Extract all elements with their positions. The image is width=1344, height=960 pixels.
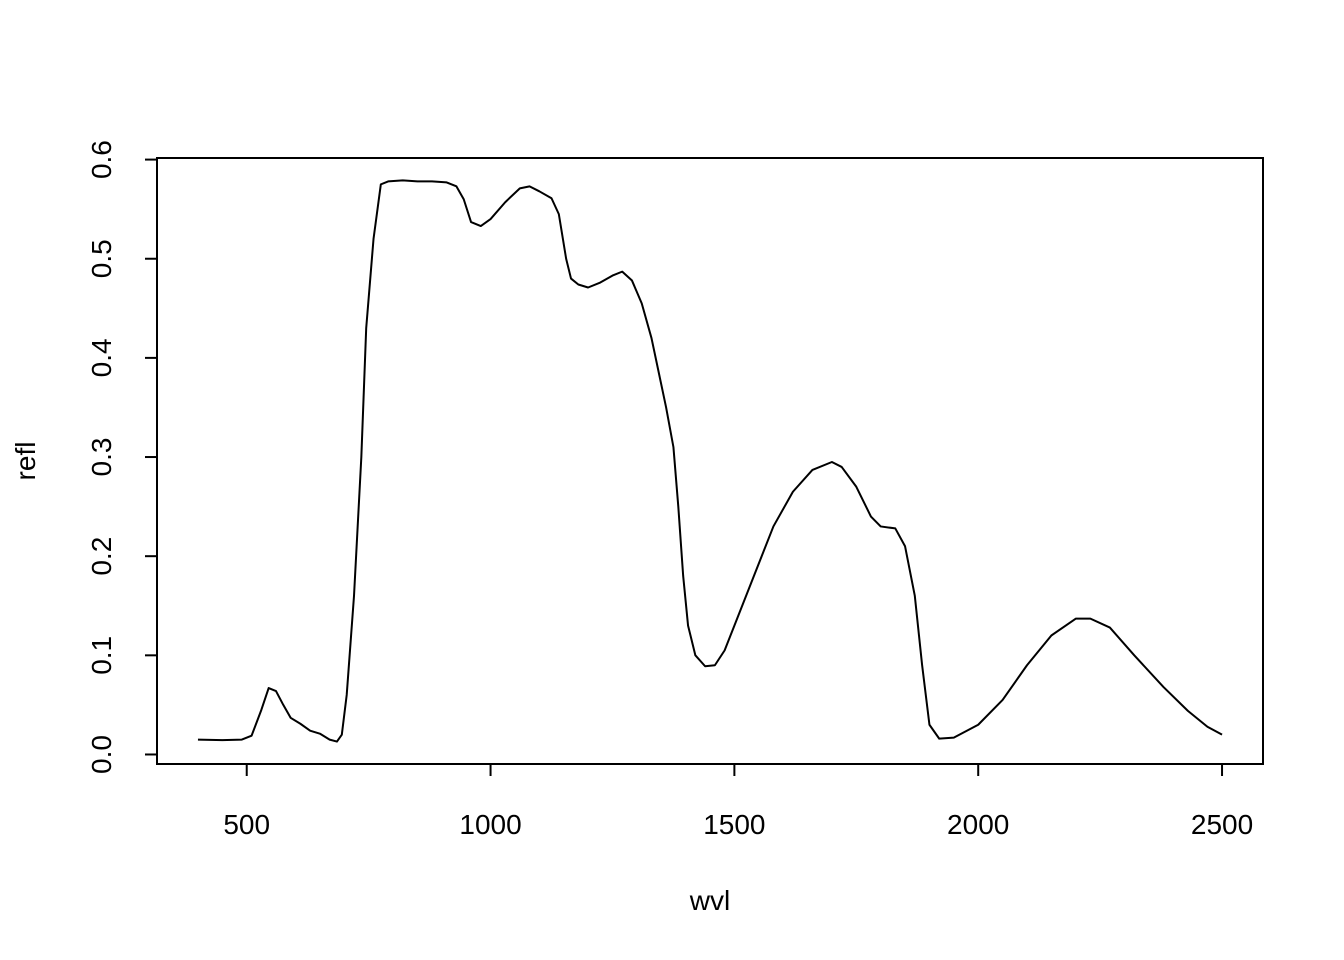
x-axis-label: wvl <box>689 885 730 916</box>
x-tick-label: 2500 <box>1191 809 1253 840</box>
x-tick-label: 2000 <box>947 809 1009 840</box>
y-tick-label: 0.6 <box>86 140 117 179</box>
x-tick-label: 1500 <box>703 809 765 840</box>
x-tick-label: 1000 <box>459 809 521 840</box>
plot-box <box>156 157 1264 765</box>
x-tick-label: 500 <box>223 809 270 840</box>
y-tick-label: 0.0 <box>86 735 117 774</box>
y-tick-label: 0.2 <box>86 537 117 576</box>
y-tick-label: 0.3 <box>86 438 117 477</box>
y-axis-label: refl <box>10 442 41 481</box>
spectrum-line <box>197 179 1223 743</box>
y-tick-label: 0.4 <box>86 338 117 377</box>
y-tick-label: 0.1 <box>86 636 117 675</box>
y-tick-label: 0.5 <box>86 239 117 278</box>
